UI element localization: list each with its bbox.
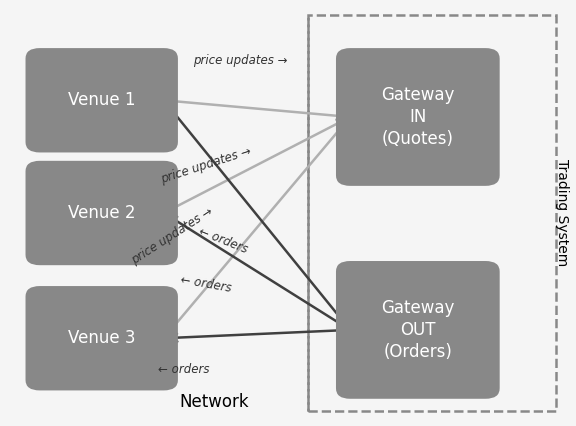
Text: ← orders: ← orders — [197, 225, 249, 256]
FancyBboxPatch shape — [25, 161, 178, 265]
Text: Venue 1: Venue 1 — [68, 91, 135, 109]
Text: price updates →: price updates → — [193, 54, 287, 67]
Text: ← orders: ← orders — [180, 273, 233, 295]
Text: Gateway
OUT
(Orders): Gateway OUT (Orders) — [381, 299, 454, 361]
FancyBboxPatch shape — [336, 48, 499, 186]
Text: Venue 2: Venue 2 — [68, 204, 135, 222]
Bar — [308, 14, 556, 412]
Text: price updates →: price updates → — [129, 205, 215, 267]
Text: Venue 3: Venue 3 — [68, 329, 135, 347]
FancyBboxPatch shape — [25, 286, 178, 390]
Text: price updates →: price updates → — [159, 144, 253, 186]
Text: Gateway
IN
(Quotes): Gateway IN (Quotes) — [381, 86, 454, 148]
Text: Trading System: Trading System — [555, 159, 569, 267]
Text: Network: Network — [180, 393, 249, 412]
Text: ← orders: ← orders — [158, 363, 209, 376]
FancyBboxPatch shape — [25, 48, 178, 153]
FancyBboxPatch shape — [336, 261, 499, 399]
